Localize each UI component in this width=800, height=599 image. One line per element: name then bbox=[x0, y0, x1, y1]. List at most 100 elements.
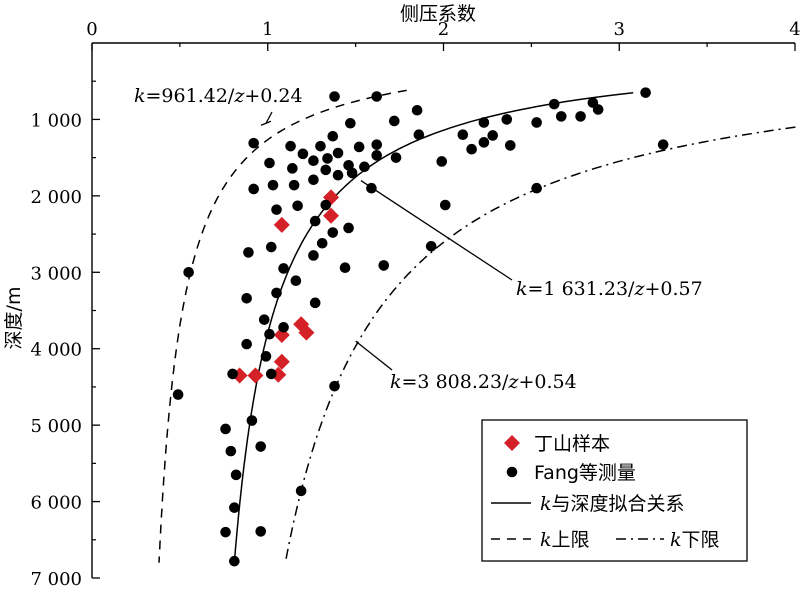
data-point-circle bbox=[308, 155, 319, 166]
data-point-circle bbox=[327, 130, 339, 142]
data-point-circle bbox=[241, 338, 252, 350]
y-tick-label: 6 000 bbox=[30, 493, 82, 514]
data-point-circle bbox=[343, 222, 354, 234]
x-tick-label: 0 bbox=[86, 19, 97, 40]
data-point-circle bbox=[487, 130, 499, 141]
annotation-layer: k=961.42/z+0.24 k=1 631.23/z+0.57 k=3 808.… bbox=[134, 85, 703, 393]
curve-dashed bbox=[158, 89, 407, 563]
data-point-circle bbox=[531, 182, 542, 194]
data-point-circle bbox=[439, 199, 451, 211]
data-point-circle bbox=[264, 157, 275, 169]
y-tick-label: 5 000 bbox=[30, 416, 82, 437]
data-point-circle bbox=[592, 104, 604, 115]
data-point-circle bbox=[371, 91, 383, 102]
legend-marker-circle bbox=[506, 466, 518, 478]
data-point-circle bbox=[271, 287, 282, 299]
axes-layer: 0 1 2 3 4 1 000 2 000 3 000 4 000 5 000 6 000 7 000 bbox=[30, 19, 800, 590]
annotation-lower-leader bbox=[355, 340, 393, 371]
data-point-circle bbox=[229, 502, 240, 513]
data-point-circle bbox=[241, 292, 252, 304]
data-point-circle bbox=[308, 250, 319, 261]
data-point-circle bbox=[290, 275, 302, 286]
x-tick-label: 4 bbox=[789, 19, 800, 40]
data-point-circle bbox=[339, 262, 351, 274]
data-point-circle bbox=[657, 139, 669, 150]
data-point-circle bbox=[390, 152, 402, 163]
data-point-circle bbox=[346, 167, 358, 179]
data-point-circle bbox=[457, 129, 469, 141]
data-point-circle bbox=[248, 137, 259, 149]
data-point-circle bbox=[220, 423, 231, 435]
legend-marker-diamond bbox=[504, 435, 520, 451]
data-point-circle bbox=[425, 241, 437, 252]
annotation-lower-formula: k=3 808.23/z+0.54 bbox=[390, 371, 577, 393]
data-point-circle bbox=[315, 140, 326, 152]
y-tick-label: 7 000 bbox=[30, 569, 82, 590]
data-point-circle bbox=[227, 368, 238, 380]
legend-label-fit: k与深度拟合关系 bbox=[540, 493, 685, 515]
data-point-circle bbox=[332, 147, 344, 159]
data-point-circle bbox=[345, 117, 356, 129]
annotation-upper-tick bbox=[260, 120, 272, 126]
data-point-circle bbox=[255, 441, 267, 452]
y-axis-title: 深度/m bbox=[3, 287, 25, 350]
data-point-circle bbox=[225, 445, 237, 457]
data-point-circle bbox=[436, 156, 448, 167]
data-point-circle bbox=[353, 141, 365, 153]
data-point-circle bbox=[388, 115, 400, 127]
legend-box bbox=[481, 419, 748, 562]
x-axis-title: 侧压系数 bbox=[400, 3, 476, 25]
data-point-circle bbox=[320, 199, 332, 211]
data-point-diamond bbox=[298, 324, 315, 341]
data-point-circle bbox=[501, 114, 513, 125]
data-point-circle bbox=[265, 368, 277, 380]
data-point-circle bbox=[278, 263, 289, 274]
data-point-circle bbox=[411, 104, 423, 116]
data-point-circle bbox=[278, 322, 289, 333]
annotation-upper-formula: k=961.42/z+0.24 bbox=[134, 85, 303, 107]
data-point-circle bbox=[243, 247, 254, 258]
legend-label-upper: k上限 bbox=[540, 529, 590, 551]
points-layer bbox=[172, 87, 669, 567]
data-point-circle bbox=[267, 179, 279, 191]
x-tick-label: 2 bbox=[438, 19, 449, 40]
legend-label-circle: Fang等测量 bbox=[534, 462, 636, 484]
data-point-circle bbox=[478, 137, 490, 148]
data-point-circle bbox=[466, 143, 477, 155]
data-point-circle bbox=[229, 555, 240, 567]
data-point-circle bbox=[248, 183, 259, 195]
data-point-circle bbox=[285, 140, 296, 152]
data-point-circle bbox=[297, 148, 309, 160]
data-point-diamond bbox=[273, 216, 290, 233]
data-point-circle bbox=[230, 469, 242, 481]
data-point-circle bbox=[640, 87, 651, 98]
data-point-circle bbox=[359, 161, 370, 173]
data-point-circle bbox=[413, 129, 425, 141]
data-point-diamond bbox=[247, 367, 264, 384]
data-point-diamond bbox=[323, 207, 340, 224]
data-point-circle bbox=[271, 204, 282, 215]
data-point-circle bbox=[548, 98, 560, 110]
data-point-circle bbox=[264, 328, 275, 340]
data-point-circle bbox=[320, 164, 332, 176]
data-point-circle bbox=[329, 380, 340, 392]
data-point-circle bbox=[258, 314, 270, 325]
data-point-circle bbox=[504, 140, 516, 151]
data-point-circle bbox=[555, 111, 567, 122]
x-tick-label: 1 bbox=[262, 19, 273, 40]
data-point-diamond bbox=[273, 353, 290, 370]
legend-label-diamond: 丁山样本 bbox=[534, 433, 610, 455]
data-point-circle bbox=[287, 163, 298, 174]
data-point-circle bbox=[308, 174, 319, 186]
data-point-circle bbox=[288, 179, 300, 191]
data-point-circle bbox=[371, 150, 383, 161]
y-tick-label: 2 000 bbox=[30, 187, 82, 208]
data-point-circle bbox=[322, 153, 333, 164]
annotation-fit-formula: k=1 631.23/z+0.57 bbox=[516, 278, 703, 300]
data-point-circle bbox=[260, 351, 272, 362]
data-point-circle bbox=[246, 415, 258, 426]
data-point-circle bbox=[255, 526, 267, 537]
data-point-circle bbox=[478, 117, 490, 128]
